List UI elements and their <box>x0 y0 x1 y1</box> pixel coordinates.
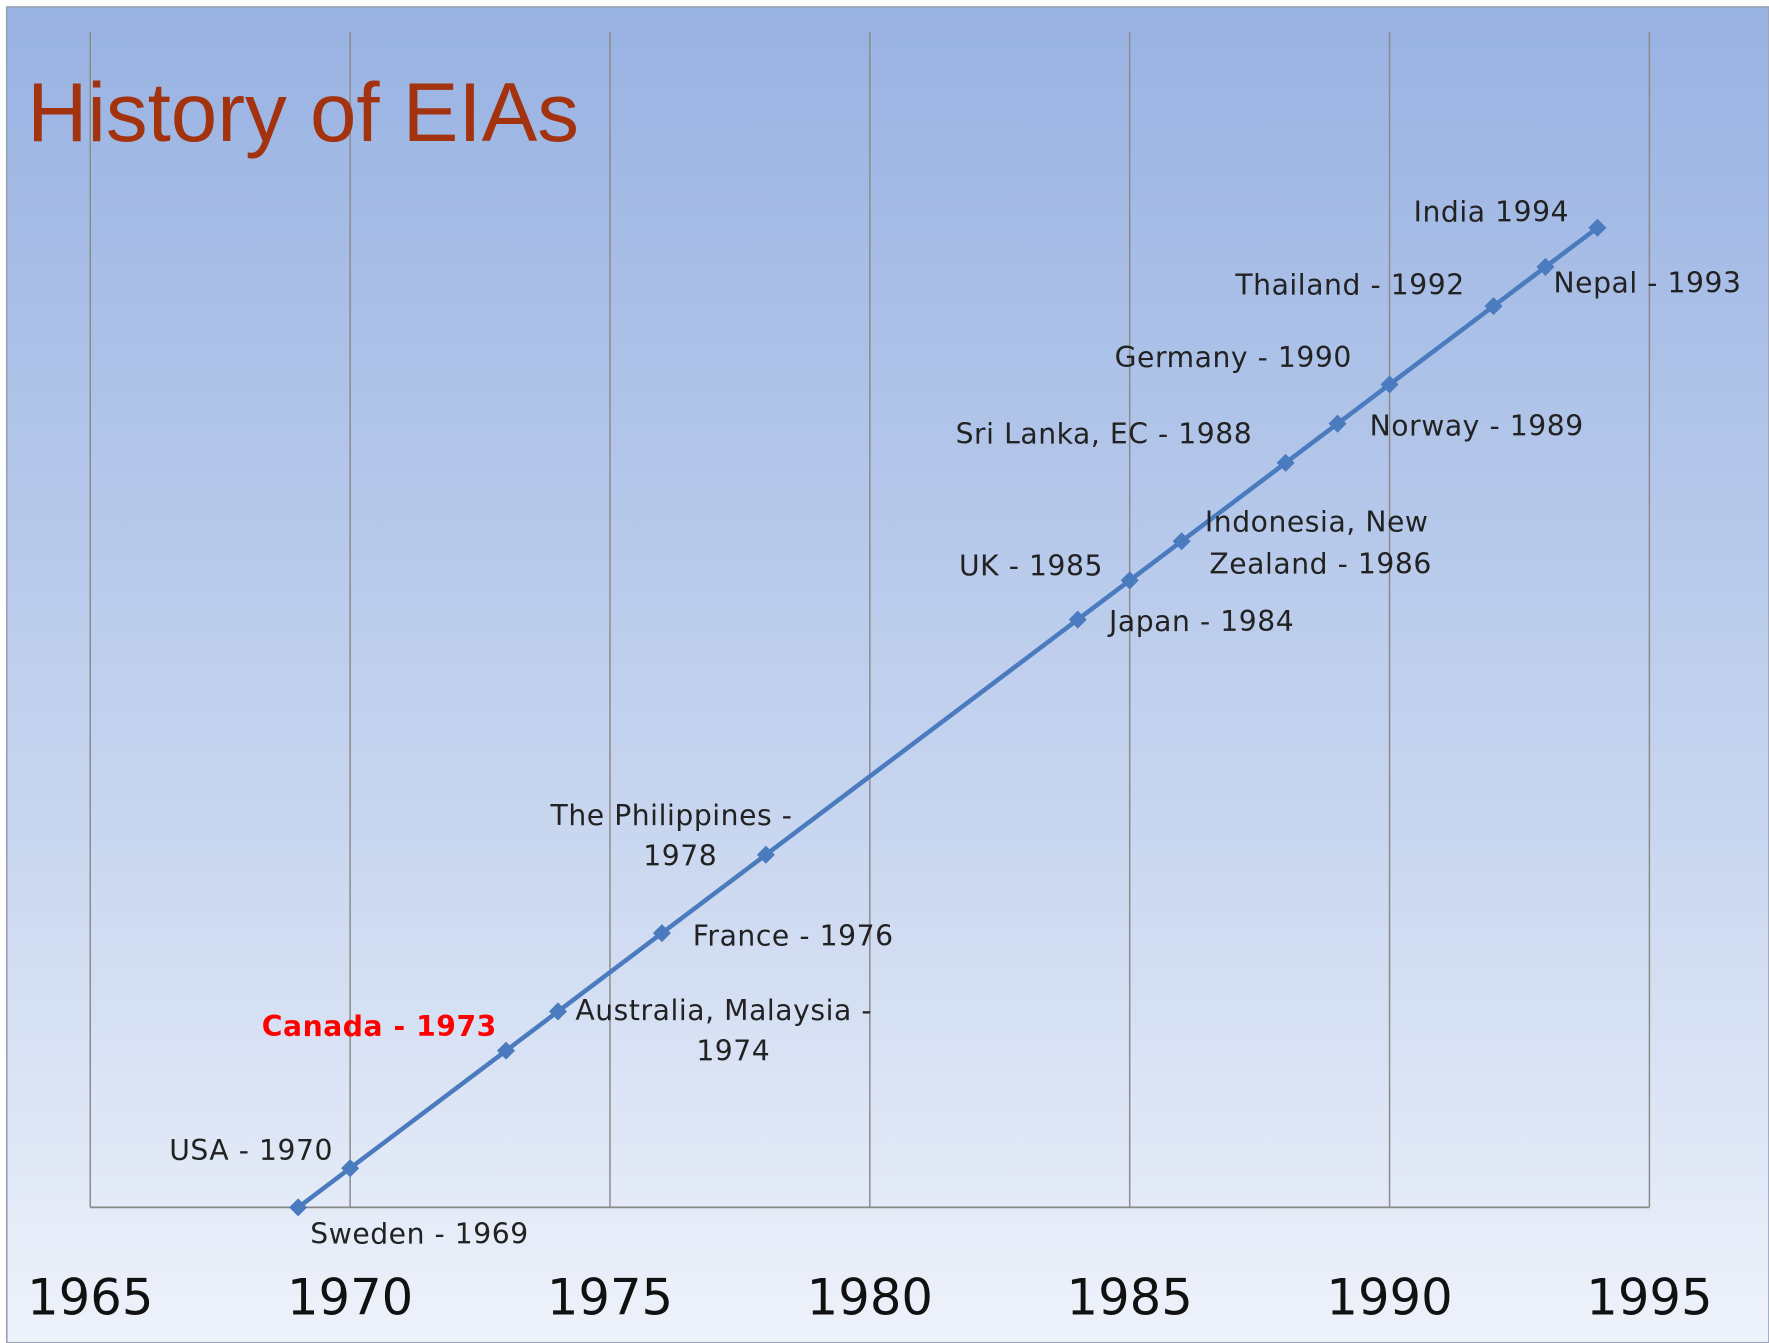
point-label: Germany - 1990 <box>1115 341 1352 374</box>
slide-bg <box>5 6 1769 1343</box>
point-marker <box>1380 375 1399 394</box>
point-label: Indonesia, New <box>1205 506 1429 539</box>
point-marker <box>289 1198 308 1217</box>
point-label: Thailand - 1992 <box>1234 269 1464 302</box>
point-label: Sweden - 1969 <box>310 1217 529 1250</box>
x-tick-label: 1975 <box>547 1269 673 1327</box>
point-label: India 1994 <box>1414 195 1570 228</box>
point-label: 1974 <box>696 1035 770 1068</box>
point-label: 1978 <box>643 840 717 873</box>
point-label: Canada - 1973 <box>262 1010 497 1043</box>
chart-title: History of EIAs <box>27 65 579 159</box>
x-tick-label: 1985 <box>1067 1269 1193 1327</box>
point-label: Sri Lanka, EC - 1988 <box>956 418 1253 451</box>
point-marker <box>756 845 775 864</box>
point-label: France - 1976 <box>693 920 894 953</box>
x-tick-label: 1990 <box>1326 1269 1452 1327</box>
point-marker <box>652 924 671 943</box>
point-label: Nepal - 1993 <box>1554 266 1742 299</box>
x-tick-label: 1970 <box>287 1269 413 1327</box>
point-marker <box>341 1159 360 1178</box>
point-label: UK - 1985 <box>959 550 1103 583</box>
point-marker <box>548 1002 568 1021</box>
plot: 1965 1970 1975 1980 1985 1990 1995 Sweden - 196… <box>27 31 1742 1327</box>
point-label: Australia, Malaysia - <box>575 994 872 1027</box>
point-label: Norway - 1989 <box>1370 410 1584 443</box>
x-tick-label: 1980 <box>807 1269 933 1327</box>
point-label: Zealand - 1986 <box>1209 547 1432 580</box>
point-label: Japan - 1984 <box>1107 605 1294 638</box>
point-label: The Philippines - <box>550 799 793 832</box>
x-tick-label: 1965 <box>27 1269 153 1327</box>
point-marker <box>1484 297 1503 316</box>
point-marker <box>1536 257 1555 276</box>
point-marker <box>1328 414 1347 433</box>
point-marker <box>1068 610 1087 629</box>
point-label: USA - 1970 <box>169 1134 333 1167</box>
x-tick-label: 1995 <box>1586 1269 1712 1327</box>
